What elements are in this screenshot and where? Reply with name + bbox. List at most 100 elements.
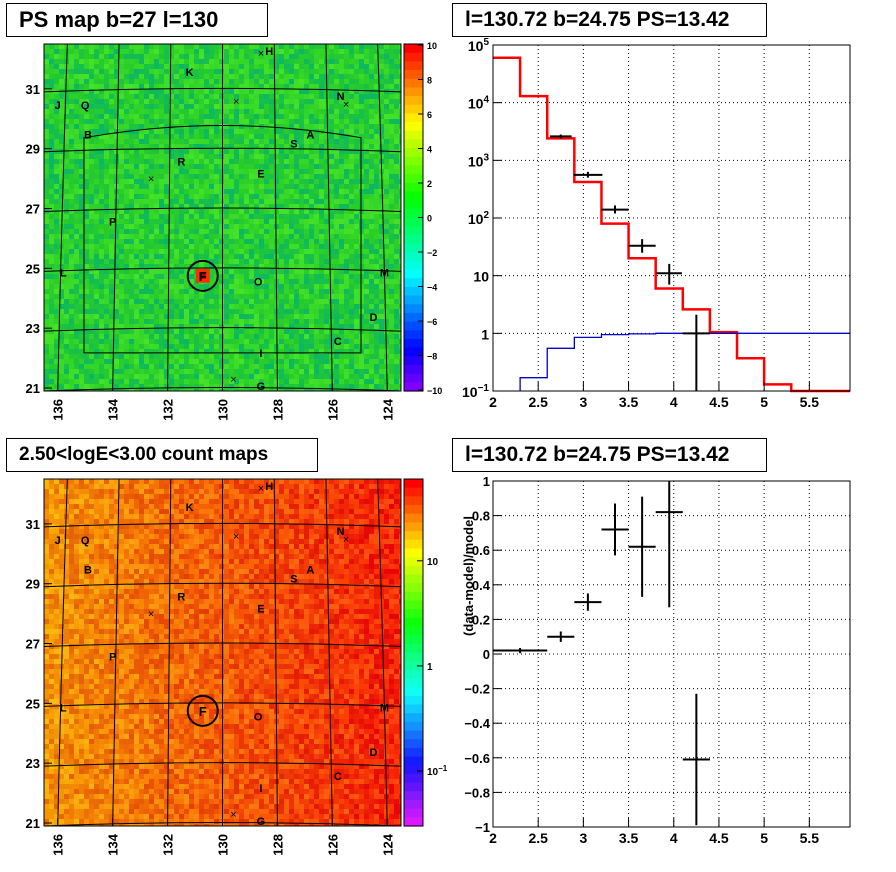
spectrum-plot: 2 2.5 3 3.5 4 4.5 5 5.5	[489, 44, 851, 410]
source-cross: ×	[233, 531, 239, 543]
spectrum-y-tick: 10	[473, 269, 489, 285]
colorbar-tick: −2	[427, 248, 437, 258]
residual-x-tick: 5.5	[800, 830, 820, 846]
colorbar-bin	[404, 713, 423, 723]
colorbar-bin	[404, 548, 423, 558]
source-cross: ×	[230, 374, 236, 386]
map-x-tick: 132	[161, 834, 176, 856]
spectrum-x-tick: 4.5	[709, 394, 729, 410]
source-label: K	[186, 502, 194, 514]
colorbar-bin	[404, 799, 423, 810]
colorbar-bin	[404, 522, 423, 532]
ps-map-title: PS map b=27 l=130	[6, 3, 268, 37]
map-x-tick: 130	[216, 399, 231, 421]
spectrum-x-tick: 3	[579, 394, 587, 410]
colorbar-bin	[404, 330, 423, 340]
map-y-tick: 21	[26, 381, 40, 396]
source-label: E	[257, 169, 264, 181]
source-cross: ×	[148, 174, 154, 186]
map-x-tick: 132	[161, 399, 176, 421]
colorbar-bin	[404, 765, 423, 775]
spectrum-y-tick: 103	[468, 152, 490, 169]
map-y-tick: 25	[26, 261, 40, 276]
colorbar-tick: 0	[427, 214, 432, 224]
longitude-line	[167, 43, 172, 392]
source-label: D	[370, 312, 378, 324]
colorbar-bin	[404, 174, 423, 184]
colorbar-bin	[404, 782, 423, 792]
colorbar-bin	[404, 295, 423, 305]
colorbar-tick: 4	[427, 145, 432, 155]
source-label: C	[334, 336, 342, 348]
latitude-line	[43, 207, 402, 213]
map-y-tick: 23	[26, 321, 40, 336]
map-y-tick: 27	[26, 202, 40, 217]
colorbar-bin	[404, 61, 423, 71]
source-label: S	[290, 574, 297, 586]
source-label: R	[177, 592, 185, 604]
colorbar-bin	[404, 44, 423, 54]
spectrum-x-tick: 4	[670, 394, 678, 410]
longitude-line	[57, 43, 68, 392]
map-y-tick: 27	[26, 637, 40, 652]
colorbar-bin	[404, 635, 423, 645]
colorbar-bin	[404, 574, 423, 584]
latitude-line	[43, 762, 402, 767]
residual-y-label: (data-model)/model	[461, 516, 476, 636]
colorbar-bin	[404, 373, 423, 383]
source-label-circled: F	[199, 704, 207, 719]
map-x-tick: 126	[325, 399, 340, 421]
colorbar-bin	[404, 661, 423, 671]
map-y-tick: 31	[26, 517, 40, 532]
map-x-tick: 136	[51, 399, 66, 421]
residual-y-tick: −0.6	[464, 751, 490, 766]
colorbar-bin	[404, 156, 423, 167]
count-map-title: 2.50<logE<3.00 count maps	[6, 438, 318, 472]
map-x-tick: 126	[325, 834, 340, 856]
residual-y-tick: 0.4	[472, 578, 491, 593]
residual-title: l=130.72 b=24.75 PS=13.42	[452, 438, 767, 472]
colorbar-bin	[404, 217, 423, 227]
colorbar-bin	[404, 496, 423, 506]
colorbar-bin	[404, 591, 423, 602]
colorbar-bin	[404, 312, 423, 323]
source-label: S	[290, 139, 297, 151]
colorbar-bin	[404, 130, 423, 141]
residual-x-tick: 3	[579, 830, 587, 846]
latitude-line	[43, 642, 402, 648]
residual-x-tick: 2.5	[528, 830, 548, 846]
residual-x-tick: 5	[760, 830, 768, 846]
source-label: I	[259, 783, 262, 795]
spectrum-y-tick: 105	[468, 37, 490, 54]
source-label: H	[265, 46, 273, 58]
background-histogram	[519, 332, 850, 391]
colorbar-bin	[404, 721, 423, 732]
colorbar-bin	[404, 96, 423, 106]
colorbar-bin	[404, 609, 423, 619]
colorbar-bin	[404, 531, 423, 541]
source-label: N	[337, 526, 345, 538]
source-label: E	[257, 604, 264, 616]
map-y-tick: 31	[26, 82, 40, 97]
map-y-tick: 23	[26, 756, 40, 771]
source-label: H	[265, 481, 273, 493]
sky-map-0: F H K N J Q A B S R E P L M O D C I G × × × × × 21 23 25 27 29 31 136 1…	[26, 41, 443, 421]
map-x-tick: 128	[270, 834, 285, 856]
spectrum-y-tick: 102	[468, 210, 490, 227]
colorbar-bin	[404, 286, 423, 297]
residual-frame	[492, 480, 851, 828]
colorbar-bin	[404, 252, 423, 262]
source-label: A	[306, 130, 314, 142]
colorbar-bin	[404, 200, 423, 210]
colorbar-bin	[404, 695, 423, 706]
colorbar-bin	[404, 617, 423, 628]
map-y-tick: 29	[26, 142, 40, 157]
colorbar-bin	[404, 260, 423, 271]
colorbar-tick: 10	[427, 41, 437, 51]
residual-y-tick: −1	[475, 820, 490, 835]
spectrum-y-tick: 1	[481, 326, 489, 342]
spectrum-y-tick: 104	[468, 95, 490, 112]
map-x-tick: 124	[380, 833, 395, 855]
source-label: D	[370, 747, 378, 759]
